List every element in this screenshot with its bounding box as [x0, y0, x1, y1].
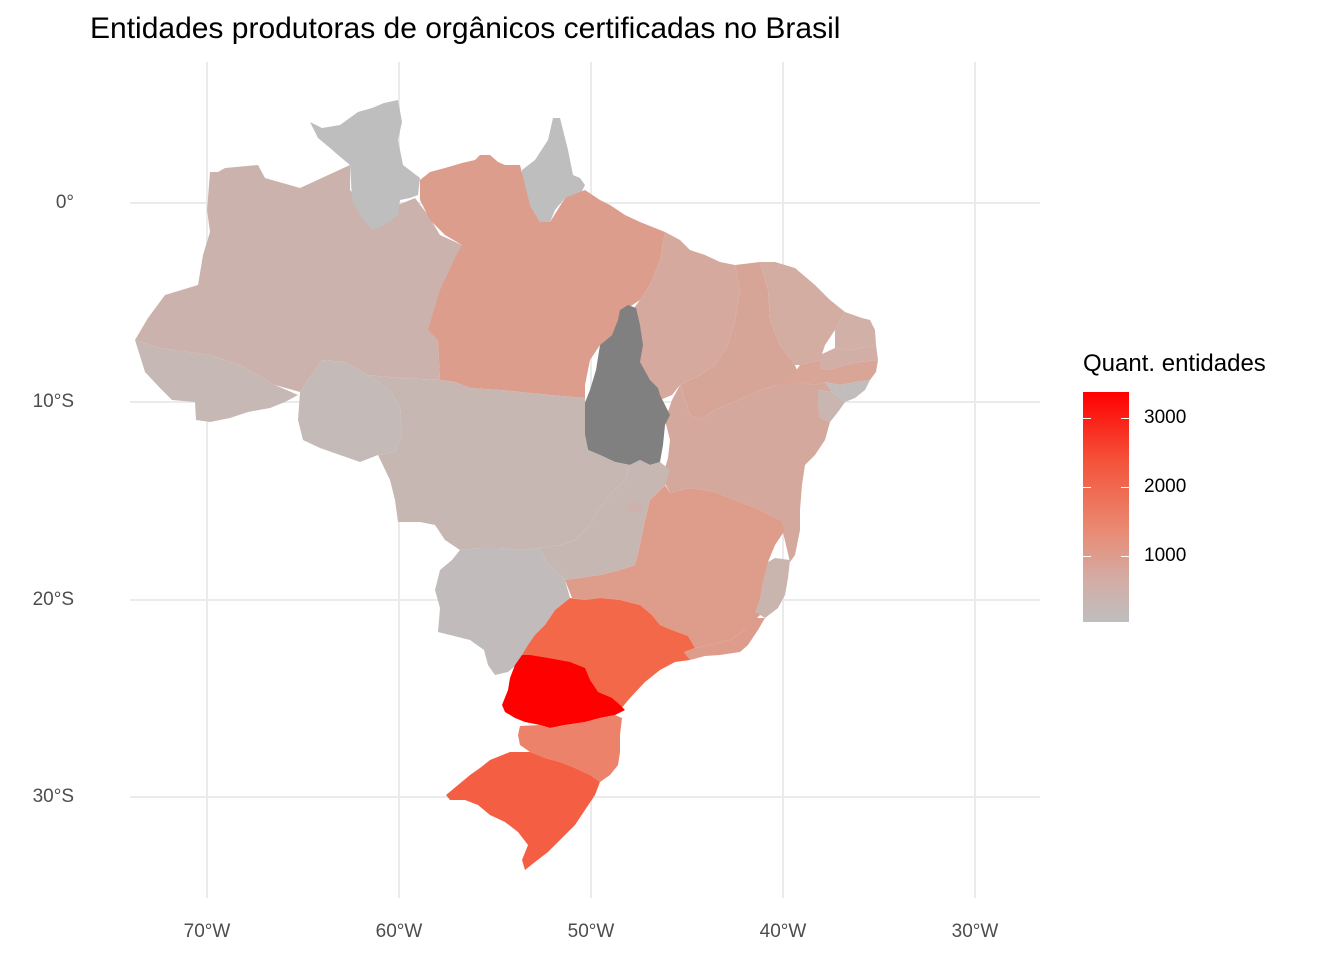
legend-colorbar — [1083, 392, 1129, 622]
state-amapa[interactable] — [522, 118, 585, 222]
state-mato-grosso-do-sul[interactable] — [435, 548, 570, 675]
state-espirito-santo[interactable] — [755, 558, 790, 618]
legend-label: 2000 — [1144, 476, 1187, 497]
legend-tick-mark — [1083, 418, 1091, 419]
chart-title: Entidades produtoras de orgânicos certif… — [90, 12, 841, 45]
y-tick-label: 30°S — [32, 786, 74, 807]
state-minas-gerais[interactable] — [565, 485, 785, 648]
state-rio-grande-do-norte[interactable] — [835, 312, 876, 350]
x-tick-label: 30°W — [951, 921, 999, 942]
state-para[interactable] — [420, 155, 665, 398]
state-rio-de-janeiro[interactable] — [684, 618, 765, 660]
brazil-states — [135, 100, 878, 870]
y-tick-label: 10°S — [32, 391, 74, 412]
state-sergipe[interactable] — [818, 390, 845, 422]
legend-tick-mark — [1083, 487, 1091, 488]
state-sao-paulo[interactable] — [522, 598, 695, 710]
x-tick-label: 70°W — [183, 921, 231, 942]
legend-label: 3000 — [1144, 407, 1187, 428]
state-alagoas[interactable] — [825, 380, 870, 402]
state-paraiba[interactable] — [820, 345, 878, 370]
state-amazonas[interactable] — [135, 165, 470, 392]
x-tick-label: 40°W — [759, 921, 807, 942]
state-mato-grosso[interactable] — [368, 375, 630, 550]
state-ceara[interactable] — [760, 262, 845, 365]
legend-tick-mark — [1121, 487, 1129, 488]
state-santa-catarina[interactable] — [518, 715, 622, 782]
state-acre[interactable] — [135, 340, 298, 422]
state-bahia[interactable] — [662, 382, 832, 562]
state-rio-grande-do-sul[interactable] — [446, 752, 600, 870]
y-tick-label: 20°S — [32, 589, 74, 610]
state-tocantins[interactable] — [578, 305, 670, 465]
state-rondonia[interactable] — [298, 360, 402, 462]
legend-tick-mark — [1121, 556, 1129, 557]
state-distrito-federal[interactable] — [628, 503, 642, 512]
state-pernambuco[interactable] — [778, 360, 878, 385]
x-tick-label: 50°W — [567, 921, 615, 942]
legend-label: 1000 — [1144, 545, 1187, 566]
state-roraima[interactable] — [310, 100, 420, 230]
state-piaui[interactable] — [680, 262, 800, 420]
legend-title: Quant. entidades — [1083, 350, 1266, 377]
x-tick-label: 60°W — [375, 921, 423, 942]
legend-tick-mark — [1083, 556, 1091, 557]
state-parana[interactable] — [502, 655, 625, 728]
legend-tick-mark — [1121, 418, 1129, 419]
y-tick-label: 0° — [55, 192, 74, 213]
state-goias[interactable] — [540, 460, 670, 580]
state-maranhao[interactable] — [625, 232, 740, 400]
